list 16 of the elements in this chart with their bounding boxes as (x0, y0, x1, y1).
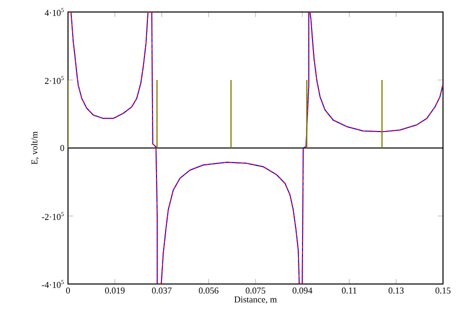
y-tick-label: 2·10$^{5}$ (44, 76, 64, 84)
x-tick-label: 0 (66, 288, 70, 294)
x-tick-label: 0.019 (105, 288, 125, 294)
x-tick-label: 0.15 (436, 288, 451, 294)
y-tick-label: 0 (60, 144, 64, 152)
x-tick-label: 0.037 (152, 288, 172, 294)
x-tick-label: 0.056 (198, 288, 218, 294)
y-tick-label: -2·10$^{5}$ (42, 212, 64, 220)
x-tick-label: 0.11 (342, 288, 356, 294)
x-axis-title: Distance, m (234, 296, 277, 304)
y-tick-label: -4·10$^{5}$ (42, 280, 64, 288)
x-tick-label: 0.13 (388, 288, 404, 294)
x-tick-label: 0.075 (246, 288, 266, 294)
y-tick-label: 4·10$^{5}$ (44, 8, 64, 16)
y-axis-title: E, volt/m (31, 131, 39, 164)
x-tick-label: 0.094 (292, 288, 312, 294)
